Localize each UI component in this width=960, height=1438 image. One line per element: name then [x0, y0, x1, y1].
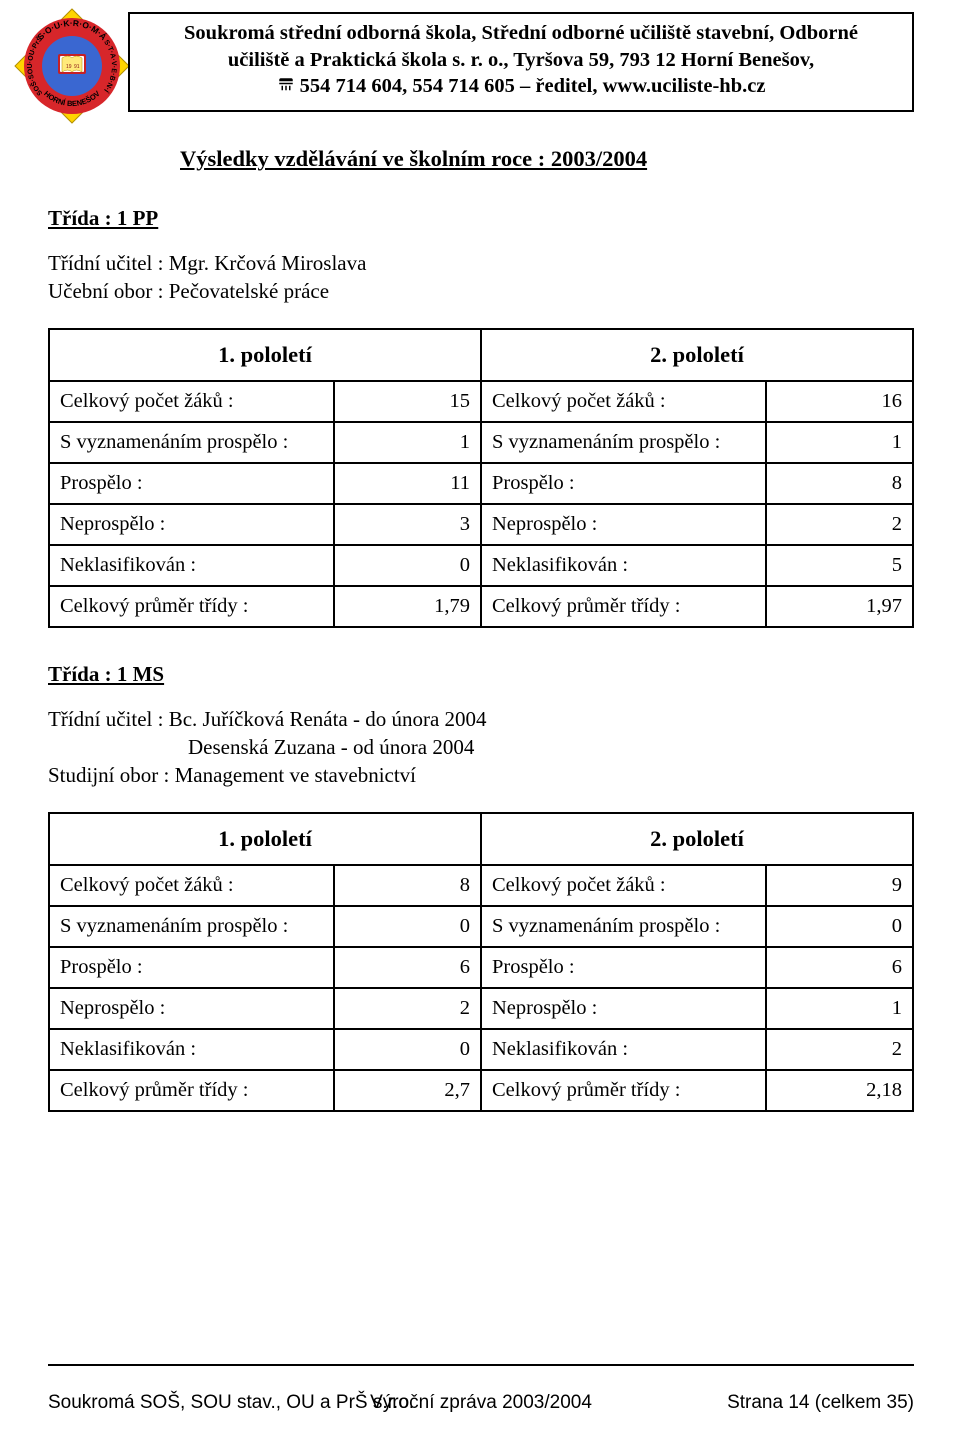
table-row: Celkový průměr třídy : 2,7 Celkový průmě…	[49, 1070, 913, 1111]
lbl-honors: S vyznamenáním prospělo :	[49, 422, 334, 463]
table-row: Celkový průměr třídy : 1,79 Celkový prům…	[49, 586, 913, 627]
class1-table: 1. pololetí 2. pololetí Celkový počet žá…	[48, 328, 914, 628]
lbl-passed: Prospělo :	[49, 947, 334, 988]
c2s1-avg: 2,7	[334, 1070, 481, 1111]
c2s1-total: 8	[334, 865, 481, 906]
lbl-passed: Prospělo :	[481, 463, 766, 504]
page-footer: Soukromá SOŠ, SOU stav., OU a PrŠ s.r.o.…	[48, 1392, 914, 1414]
lbl-failed: Neprospělo :	[481, 504, 766, 545]
c2s1-unclass: 0	[334, 1029, 481, 1070]
lbl-total: Celkový počet žáků :	[481, 865, 766, 906]
header-line-3: 554 714 604, 554 714 605 – ředitel, www.…	[142, 73, 900, 102]
col-header-sem1: 1. pololetí	[49, 813, 481, 865]
lbl-passed: Prospělo :	[49, 463, 334, 504]
c1s1-total: 15	[334, 381, 481, 422]
svg-text:19: 19	[66, 64, 72, 70]
c2s2-honors: 0	[766, 906, 913, 947]
table-row: Celkový počet žáků : 15 Celkový počet žá…	[49, 381, 913, 422]
class2-teacher-1: Třídní učitel : Bc. Juříčková Renáta - d…	[48, 705, 914, 733]
c1s2-passed: 8	[766, 463, 913, 504]
class1-field: Učební obor : Pečovatelské práce	[48, 277, 914, 305]
c1s1-failed: 3	[334, 504, 481, 545]
lbl-total: Celkový počet žáků :	[49, 865, 334, 906]
table-row: 1. pololetí 2. pololetí	[49, 329, 913, 381]
c1s1-passed: 11	[334, 463, 481, 504]
c2s2-passed: 6	[766, 947, 913, 988]
footer-center: Výroční zpráva 2003/2004	[48, 1392, 914, 1414]
lbl-honors: S vyznamenáním prospělo :	[481, 422, 766, 463]
lbl-unclass: Neklasifikován :	[481, 1029, 766, 1070]
lbl-total: Celkový počet žáků :	[481, 381, 766, 422]
table-row: Prospělo : 6 Prospělo : 6	[49, 947, 913, 988]
table-row: Neprospělo : 3 Neprospělo : 2	[49, 504, 913, 545]
lbl-honors: S vyznamenáním prospělo :	[49, 906, 334, 947]
lbl-failed: Neprospělo :	[49, 504, 334, 545]
c1s1-unclass: 0	[334, 545, 481, 586]
header-box: Soukromá střední odborná škola, Střední …	[128, 12, 914, 112]
lbl-failed: Neprospělo :	[481, 988, 766, 1029]
col-header-sem2: 2. pololetí	[481, 813, 913, 865]
class2-label: Třída : 1 MS	[48, 662, 914, 687]
header-line-1: Soukromá střední odborná škola, Střední …	[142, 20, 900, 47]
table-row: 1. pololetí 2. pololetí	[49, 813, 913, 865]
c1s2-unclass: 5	[766, 545, 913, 586]
class2-field: Studijní obor : Management ve stavebnict…	[48, 761, 914, 789]
lbl-avg: Celkový průměr třídy :	[481, 1070, 766, 1111]
c2s2-avg: 2,18	[766, 1070, 913, 1111]
table-row: S vyznamenáním prospělo : 1 S vyznamenán…	[49, 422, 913, 463]
table-row: Neklasifikován : 0 Neklasifikován : 5	[49, 545, 913, 586]
page-subtitle: Výsledky vzdělávání ve školním roce : 20…	[180, 146, 647, 172]
c2s2-unclass: 2	[766, 1029, 913, 1070]
header-line-2: učiliště a Praktická škola s. r. o., Tyr…	[142, 47, 900, 74]
c2s1-failed: 2	[334, 988, 481, 1029]
c1s1-avg: 1,79	[334, 586, 481, 627]
lbl-failed: Neprospělo :	[49, 988, 334, 1029]
col-header-sem1: 1. pololetí	[49, 329, 481, 381]
c1s2-failed: 2	[766, 504, 913, 545]
table-row: Prospělo : 11 Prospělo : 8	[49, 463, 913, 504]
lbl-passed: Prospělo :	[481, 947, 766, 988]
col-header-sem2: 2. pololetí	[481, 329, 913, 381]
c1s2-honors: 1	[766, 422, 913, 463]
class1-label: Třída : 1 PP	[48, 206, 914, 231]
table-row: S vyznamenáním prospělo : 0 S vyznamenán…	[49, 906, 913, 947]
class2-teacher-2: Desenská Zuzana - od února 2004	[48, 733, 914, 761]
lbl-avg: Celkový průměr třídy :	[49, 586, 334, 627]
table-row: Neprospělo : 2 Neprospělo : 1	[49, 988, 913, 1029]
lbl-unclass: Neklasifikován :	[49, 545, 334, 586]
school-logo: S·O·U·K·R·O·M·Á HORNÍ BENEŠOV SOŠ·SOU·OU…	[12, 6, 132, 126]
table-row: Celkový počet žáků : 8 Celkový počet žák…	[49, 865, 913, 906]
class2-table: 1. pololetí 2. pololetí Celkový počet žá…	[48, 812, 914, 1112]
phone-icon	[277, 75, 295, 102]
c1s2-avg: 1,97	[766, 586, 913, 627]
c2s1-honors: 0	[334, 906, 481, 947]
footer-divider	[48, 1364, 914, 1366]
class1-teacher: Třídní učitel : Mgr. Krčová Miroslava	[48, 249, 914, 277]
lbl-unclass: Neklasifikován :	[481, 545, 766, 586]
c1s1-honors: 1	[334, 422, 481, 463]
lbl-avg: Celkový průměr třídy :	[481, 586, 766, 627]
c2s2-failed: 1	[766, 988, 913, 1029]
header-phone-text: 554 714 604, 554 714 605 – ředitel, www.…	[295, 75, 766, 97]
c2s1-passed: 6	[334, 947, 481, 988]
lbl-avg: Celkový průměr třídy :	[49, 1070, 334, 1111]
lbl-honors: S vyznamenáním prospělo :	[481, 906, 766, 947]
svg-text:91: 91	[74, 64, 80, 70]
lbl-unclass: Neklasifikován :	[49, 1029, 334, 1070]
c2s2-total: 9	[766, 865, 913, 906]
c1s2-total: 16	[766, 381, 913, 422]
table-row: Neklasifikován : 0 Neklasifikován : 2	[49, 1029, 913, 1070]
lbl-total: Celkový počet žáků :	[49, 381, 334, 422]
